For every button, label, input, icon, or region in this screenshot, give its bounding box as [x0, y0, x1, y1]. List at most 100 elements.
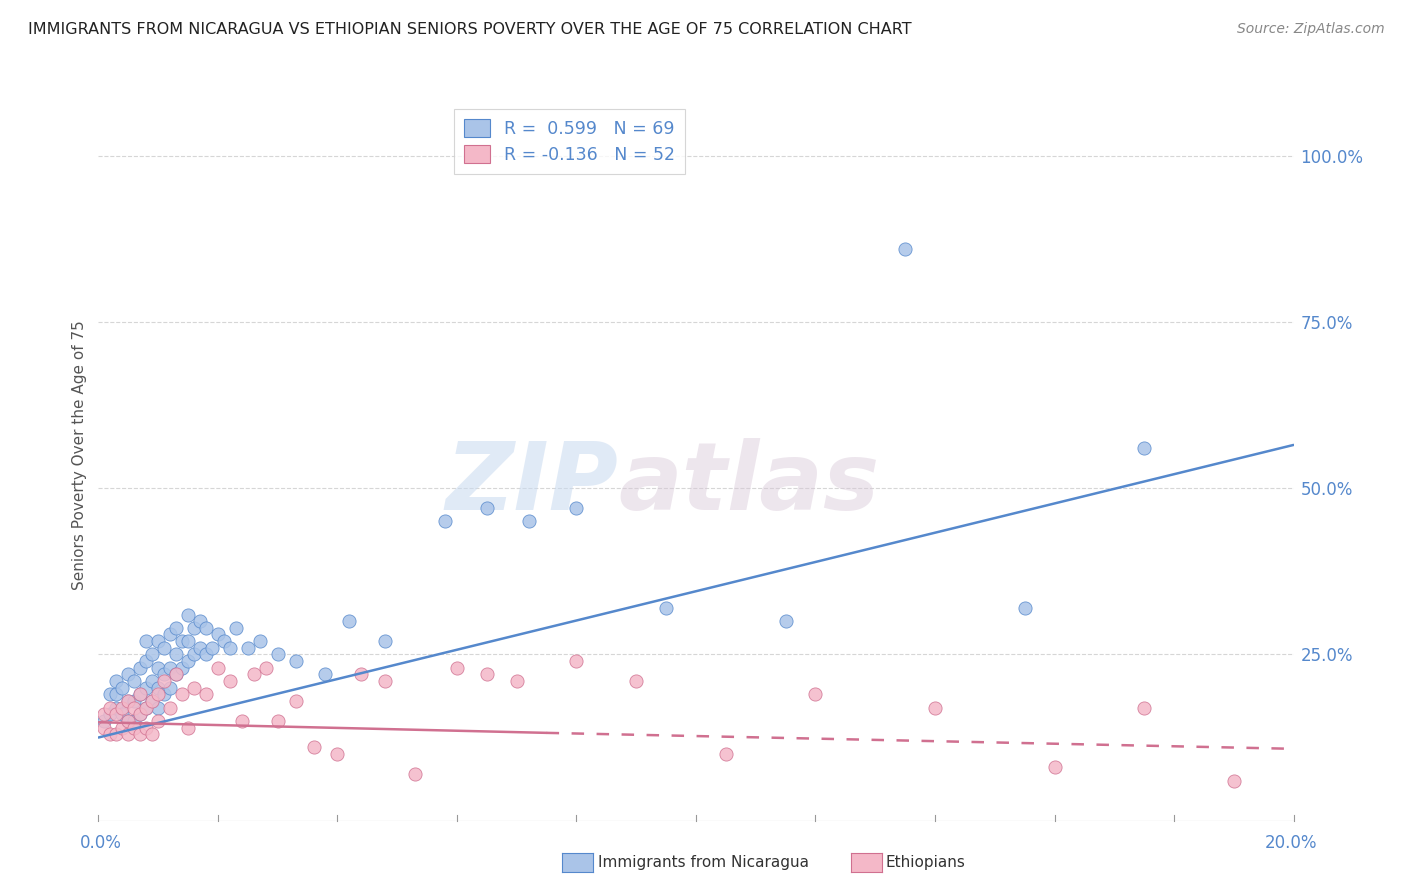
Point [924, 700, 946, 714]
Point [267, 648, 290, 662]
Point [117, 667, 139, 681]
Point [129, 687, 152, 701]
Point [207, 627, 229, 641]
Point [207, 661, 229, 675]
Point [153, 640, 176, 655]
Point [475, 667, 498, 681]
Point [135, 700, 157, 714]
Point [714, 747, 737, 761]
Point [284, 654, 307, 668]
Point [165, 667, 187, 681]
Point [105, 673, 128, 688]
Point [172, 687, 194, 701]
Text: ZIP: ZIP [446, 438, 619, 530]
Point [135, 654, 157, 668]
Point [129, 661, 152, 675]
Point [124, 714, 146, 728]
Point [129, 687, 152, 701]
Point [117, 694, 139, 708]
Point [1014, 600, 1036, 615]
Point [105, 727, 128, 741]
Point [302, 740, 325, 755]
Point [195, 648, 218, 662]
Point [434, 515, 457, 529]
Point [219, 673, 242, 688]
Point [804, 687, 827, 701]
Point [111, 700, 134, 714]
Point [1133, 442, 1156, 456]
Point [129, 727, 152, 741]
Point [100, 707, 122, 722]
Point [148, 661, 170, 675]
Point [153, 673, 176, 688]
Point [124, 673, 146, 688]
Point [225, 621, 247, 635]
Legend: R =  0.599   N = 69, R = -0.136   N = 52: R = 0.599 N = 69, R = -0.136 N = 52 [454, 109, 686, 174]
Point [172, 661, 194, 675]
Point [374, 634, 396, 648]
Point [141, 673, 163, 688]
Point [135, 700, 157, 714]
Point [159, 700, 181, 714]
Point [565, 501, 588, 516]
Point [124, 700, 146, 714]
Point [153, 667, 176, 681]
Point [117, 714, 139, 728]
Point [124, 694, 146, 708]
Point [195, 687, 218, 701]
Point [172, 634, 194, 648]
Point [135, 634, 157, 648]
Point [231, 714, 253, 728]
Point [148, 700, 170, 714]
Text: Ethiopians: Ethiopians [886, 855, 966, 870]
Point [177, 654, 200, 668]
Point [775, 614, 797, 628]
Point [105, 700, 128, 714]
Point [100, 700, 122, 714]
Point [254, 661, 277, 675]
Point [339, 614, 360, 628]
Point [159, 681, 181, 695]
Point [141, 648, 163, 662]
Point [1223, 773, 1246, 788]
Point [141, 694, 163, 708]
Point [201, 640, 224, 655]
Point [315, 667, 337, 681]
Point [284, 694, 307, 708]
Point [148, 714, 170, 728]
Y-axis label: Seniors Poverty Over the Age of 75: Seniors Poverty Over the Age of 75 [72, 320, 87, 590]
Text: Source: ZipAtlas.com: Source: ZipAtlas.com [1237, 22, 1385, 37]
Point [117, 714, 139, 728]
Point [135, 721, 157, 735]
Text: 0.0%: 0.0% [80, 834, 122, 852]
Point [517, 515, 540, 529]
Point [195, 621, 218, 635]
Point [100, 727, 122, 741]
Point [177, 607, 200, 622]
Point [124, 721, 146, 735]
Point [141, 694, 163, 708]
Point [565, 654, 588, 668]
Point [165, 667, 187, 681]
Point [183, 681, 205, 695]
Point [93, 714, 115, 728]
Point [506, 673, 529, 688]
Point [243, 667, 266, 681]
Point [267, 714, 290, 728]
Point [135, 681, 157, 695]
Point [105, 687, 128, 701]
Point [177, 721, 200, 735]
Point [111, 681, 134, 695]
Point [1043, 760, 1066, 774]
Point [655, 600, 678, 615]
Point [129, 707, 152, 722]
Point [188, 614, 211, 628]
Text: Immigrants from Nicaragua: Immigrants from Nicaragua [598, 855, 808, 870]
Point [111, 707, 134, 722]
Point [183, 621, 205, 635]
Text: 20.0%: 20.0% [1264, 834, 1317, 852]
Point [141, 727, 163, 741]
Point [326, 747, 349, 761]
Point [475, 501, 498, 516]
Point [1133, 700, 1156, 714]
